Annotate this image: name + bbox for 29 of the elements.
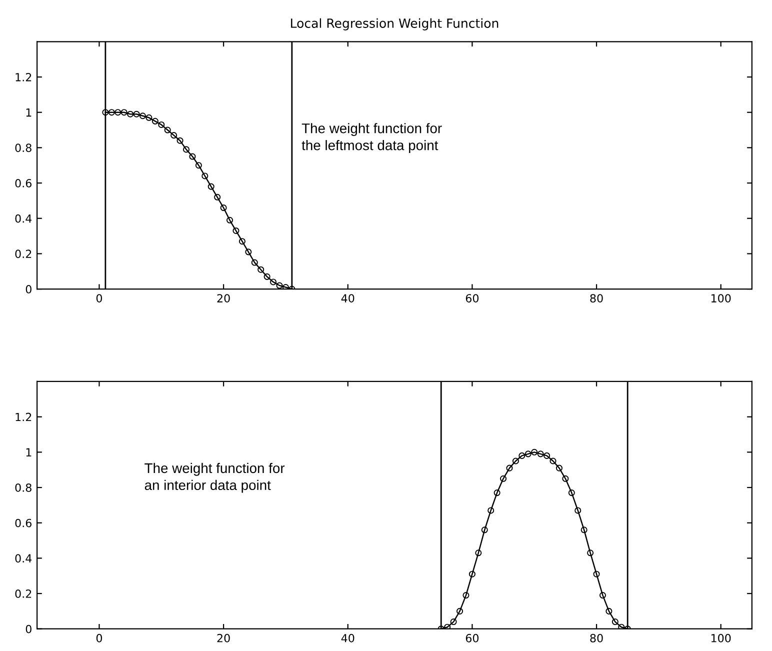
- y-tick-label: 0.8: [15, 483, 32, 492]
- x-tick-label: 0: [96, 294, 102, 303]
- y-tick-label: 1: [26, 448, 32, 456]
- x-tick-label: 100: [711, 294, 731, 303]
- y-tick-label: 0.6: [15, 518, 32, 528]
- x-tick-label: 20: [217, 634, 230, 642]
- y-tick-label: 0.2: [15, 590, 32, 598]
- x-tick-label: 80: [590, 294, 603, 303]
- x-tick-label: 80: [590, 634, 603, 642]
- x-tick-label: 40: [341, 634, 354, 642]
- y-tick-label: 0.8: [15, 144, 32, 152]
- y-tick-label: 0.4: [15, 554, 32, 563]
- y-tick-label: 0.6: [15, 179, 32, 188]
- x-tick-label: 20: [217, 294, 230, 303]
- y-tick-label: 1: [26, 108, 32, 117]
- annotation: The weight function for the leftmost data point: [302, 123, 442, 153]
- y-tick-label: 0.2: [15, 250, 32, 258]
- x-tick-label: 60: [466, 634, 479, 642]
- x-tick-label: 60: [466, 294, 479, 303]
- x-tick-label: 40: [341, 294, 354, 303]
- chart-title: Local Regression Weight Function: [291, 18, 498, 30]
- y-tick-label: 1.2: [16, 72, 32, 82]
- y-tick-label: 1.2: [16, 412, 32, 422]
- x-tick-label: 0: [96, 634, 102, 642]
- y-tick-label: 0: [26, 624, 32, 634]
- y-tick-label: 0.4: [15, 214, 32, 223]
- y-tick-label: 0: [26, 285, 32, 294]
- annotation: The weight function for an interior data point: [144, 462, 285, 493]
- x-tick-label: 100: [711, 634, 731, 642]
